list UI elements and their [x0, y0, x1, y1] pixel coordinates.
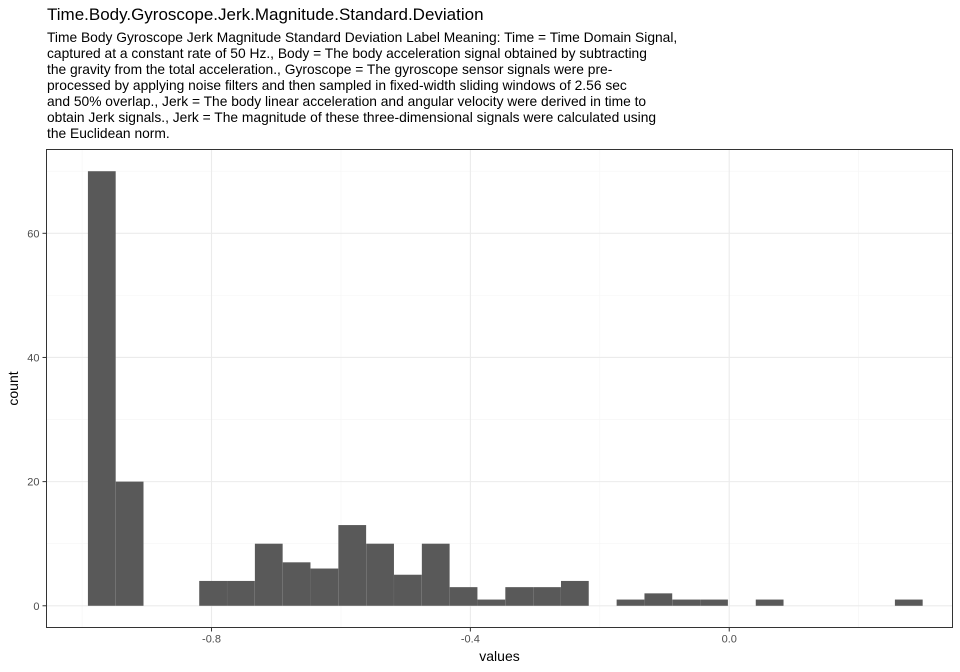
subtitle-line: captured at a constant rate of 50 Hz., B… [47, 46, 647, 61]
subtitle-line: the Euclidean norm. [47, 126, 170, 141]
panel-border [46, 149, 953, 628]
histogram-bar [254, 543, 283, 606]
histogram-bar [87, 171, 116, 606]
y-tick-label: 60 [27, 228, 39, 240]
histogram-bar [505, 587, 534, 606]
histogram-bar [394, 574, 422, 606]
histogram-bar [700, 599, 728, 606]
chart-subtitle: Time Body Gyroscope Jerk Magnitude Stand… [47, 30, 747, 142]
y-tick-label: 40 [27, 352, 39, 364]
histogram-bar [894, 599, 923, 606]
histogram-bar [366, 543, 394, 606]
x-axis-title: values [479, 648, 519, 664]
histogram-bar [644, 593, 673, 606]
histogram-bar [755, 599, 784, 606]
histogram-bar [560, 580, 589, 606]
bars-layer [87, 171, 923, 606]
x-tick-label: 0.0 [722, 634, 737, 646]
histogram-bar [282, 562, 311, 606]
histogram-bar [533, 587, 561, 606]
chart-title: Time.Body.Gyroscope.Jerk.Magnitude.Stand… [47, 5, 484, 24]
histogram-bar [115, 481, 144, 606]
histogram-bar [227, 580, 255, 606]
subtitle-line: processed by applying noise filters and … [47, 78, 627, 93]
subtitle-line: Time Body Gyroscope Jerk Magnitude Stand… [47, 30, 678, 45]
x-tick-label: -0.8 [202, 634, 221, 646]
histogram-bar [449, 587, 478, 606]
x-tick-label: -0.4 [461, 634, 480, 646]
y-tick-label: 20 [27, 477, 39, 489]
subtitle-line: the gravity from the total acceleration.… [47, 62, 613, 77]
histogram-bar [672, 599, 701, 606]
histogram-bar [421, 543, 450, 606]
histogram-bar [310, 568, 339, 606]
y-axis-title: count [5, 371, 21, 405]
subtitle-line: and 50% overlap., Jerk = The body linear… [47, 94, 647, 109]
histogram-bar [338, 525, 367, 606]
ticks-layer: -0.8 -0.4 0.0 0 20 40 60 [27, 228, 737, 645]
grid-layer [46, 149, 953, 628]
histogram-bar [199, 580, 227, 606]
histogram-bar [477, 599, 506, 606]
subtitle-line: obtain Jerk signals., Jerk = The magnitu… [47, 110, 657, 125]
histogram-bar [616, 599, 645, 606]
y-tick-label: 0 [33, 601, 39, 613]
